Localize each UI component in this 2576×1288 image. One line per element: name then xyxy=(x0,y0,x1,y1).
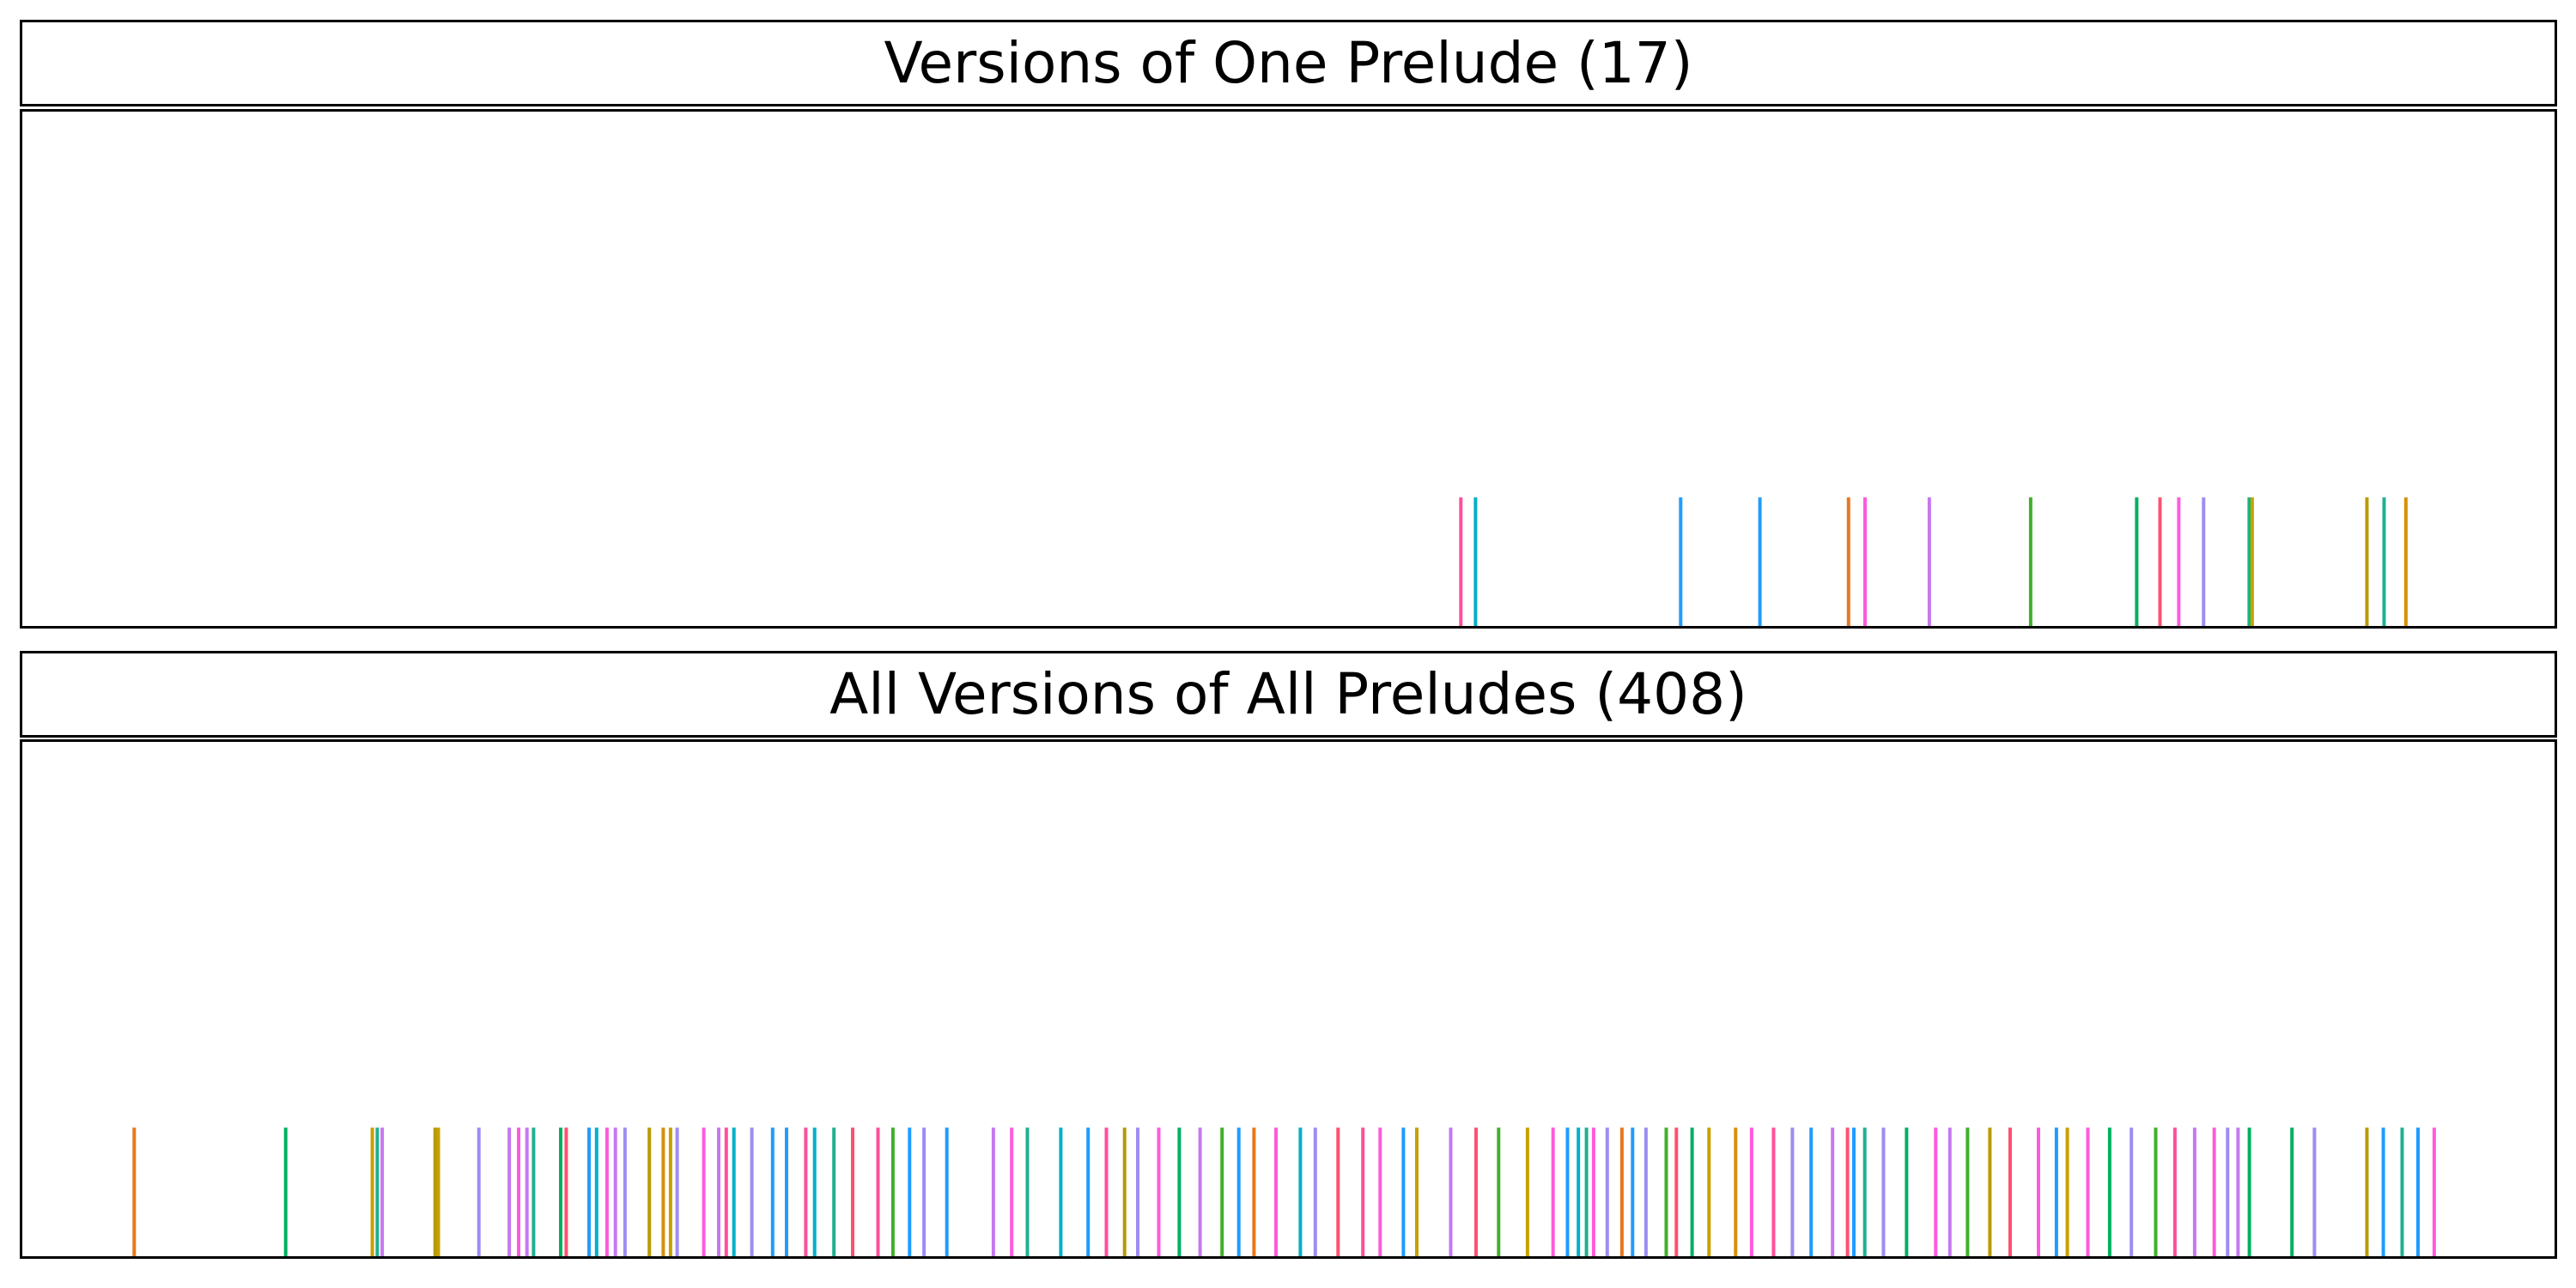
chart-2-rug-svg xyxy=(132,1127,2436,1256)
chart-1-plot-area xyxy=(20,109,2557,629)
chart-2-plot-area xyxy=(20,739,2557,1259)
chart-1-rug-svg xyxy=(1459,497,2408,626)
chart-1-title-box: Versions of One Prelude (17) xyxy=(20,20,2557,106)
chart-2-title: All Versions of All Preludes (408) xyxy=(829,660,1747,727)
chart-2-title-box: All Versions of All Preludes (408) xyxy=(20,651,2557,738)
chart-1-title: Versions of One Prelude (17) xyxy=(884,29,1693,96)
